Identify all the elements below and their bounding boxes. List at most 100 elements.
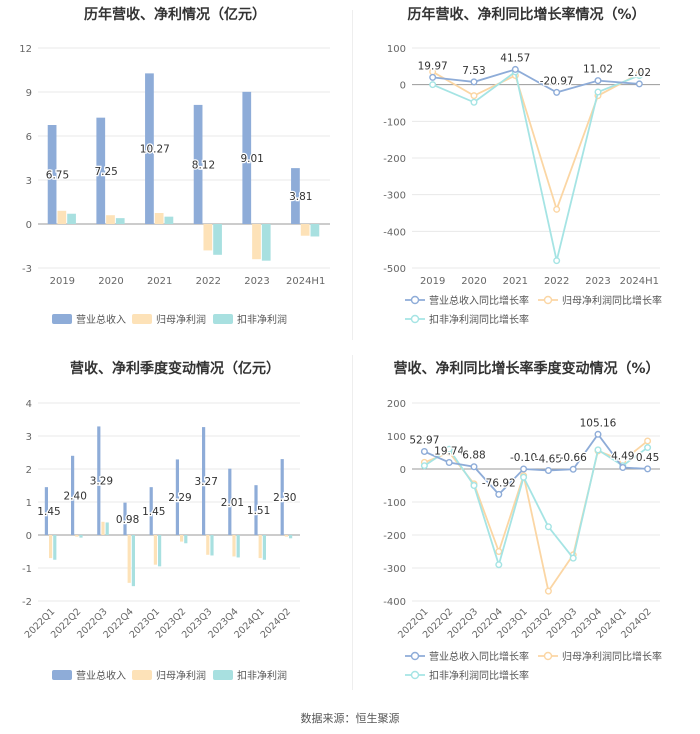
data-label: 1.45: [142, 506, 165, 518]
quarter-bar-chart: -2-1012341.452022Q12.402022Q23.292022Q30…: [22, 399, 300, 682]
bar-营业总收入-2023Q1: [149, 487, 153, 535]
data-label: -76.92: [482, 477, 516, 489]
bar-扣非净利润-2024Q1: [262, 535, 266, 560]
point-营业总收入同比增长率-2021: [511, 65, 519, 73]
y-tick-label: 0: [400, 465, 406, 476]
data-label: -0.66: [560, 452, 587, 464]
point-营业总收入同比增长率-2023Q4: [594, 430, 602, 438]
y-tick-label: 0: [26, 220, 32, 231]
bar-营业总收入-2024Q1: [254, 485, 258, 535]
y-tick-label: -400: [383, 227, 406, 238]
annual-line-title: 历年营收、净利同比增长率情况（%）: [407, 7, 646, 23]
data-label: 9.01: [240, 153, 263, 165]
y-tick-label: 12: [19, 44, 32, 55]
x-tick-label: 2022: [544, 276, 569, 287]
point-扣非净利润同比增长率-2022Q1: [420, 462, 428, 470]
legend-label: 归母净利润同比增长率: [562, 650, 662, 663]
bar-营业总收入-2023Q4: [228, 468, 232, 535]
x-tick-label: 2021: [147, 276, 172, 287]
y-tick-label: 3: [26, 432, 32, 443]
x-tick-label: 2024H1: [620, 276, 659, 287]
y-tick-label: -1: [22, 564, 32, 575]
data-label: 2.40: [64, 490, 87, 502]
point-扣非净利润同比增长率-2022Q3: [470, 481, 478, 489]
line-营业总收入同比增长率: [432, 68, 640, 94]
bar-营业总收入-2022: [193, 104, 203, 224]
data-label: 3.29: [90, 476, 113, 488]
annual-line-panel: 历年营收、净利同比增长率情况（%） -500 -400 -300 -200 -100 0 1…: [353, 0, 700, 345]
point-扣非净利润同比增长率-2022Q2: [445, 445, 453, 453]
bar-归母净利润-2023Q4: [232, 535, 236, 557]
data-label: 7.25: [94, 166, 117, 178]
y-tick-label: -100: [383, 117, 406, 128]
point-扣非净利润同比增长率-2024H1: [635, 71, 643, 79]
point-营业总收入同比增长率-2024H1: [635, 80, 643, 88]
bar-扣非净利润-2024Q2: [288, 535, 293, 539]
point-营业总收入同比增长率-2023Q2: [544, 467, 552, 475]
quarter-bar-title: 营收、净利季度变动情况（亿元）: [70, 361, 280, 377]
point-扣非净利润同比增长率-2023Q1: [520, 473, 528, 481]
bar-营业总收入-2022Q2: [71, 455, 75, 535]
line-归母净利润同比增长率: [432, 71, 640, 213]
bar-归母净利润-2022Q3: [101, 521, 105, 535]
data-label: 6.88: [462, 450, 485, 462]
legend-swatch: [52, 314, 72, 324]
y-tick-label: -100: [383, 498, 406, 509]
y-tick-label: -500: [383, 264, 406, 275]
legend-swatch-dot: [410, 314, 420, 324]
x-tick-label: 2023: [585, 276, 610, 287]
x-tick-label: 2020: [98, 276, 123, 287]
bar-扣非净利润-2022Q3: [105, 522, 109, 535]
legend-label: 营业总收入: [76, 313, 126, 326]
bar-归母净利润-2023Q3: [206, 535, 210, 555]
line-扣非净利润同比增长率: [432, 70, 640, 261]
legend-label: 营业总收入同比增长率: [429, 650, 529, 663]
point-营业总收入同比增长率-2023: [594, 77, 602, 85]
point-扣非净利润同比增长率-2023Q3: [569, 554, 577, 562]
point-扣非净利润同比增长率-2023Q4: [594, 446, 602, 454]
bar-归母净利润-2022Q2: [75, 535, 79, 537]
point-扣非净利润同比增长率-2022: [553, 257, 561, 265]
y-tick-label: 3: [26, 176, 32, 187]
y-tick-label: 100: [387, 44, 406, 55]
legend-label: 营业总收入: [76, 669, 126, 682]
bar-扣非净利润-2023Q4: [236, 535, 240, 558]
point-归母净利润同比增长率-2022Q4: [495, 547, 503, 555]
legend-swatch-dot: [543, 651, 553, 661]
data-label: 6.75: [46, 170, 69, 182]
x-tick-label: 2019: [50, 276, 75, 287]
divider-top: [352, 10, 353, 340]
point-营业总收入同比增长率-2022Q1: [420, 448, 428, 456]
bar-扣非净利润-2019: [67, 213, 76, 224]
bar-营业总收入-2021: [145, 73, 154, 224]
legend-label: 扣非净利润同比增长率: [429, 669, 529, 682]
point-营业总收入同比增长率-2022: [553, 88, 561, 96]
bar-归母净利润-2022Q4: [127, 535, 131, 583]
x-tick-label: 2020: [461, 276, 486, 287]
data-label: 41.57: [500, 52, 530, 64]
data-label: 3.27: [195, 476, 218, 488]
bar-归母净利润-2024H1: [300, 224, 310, 236]
data-label: 0.45: [636, 452, 659, 464]
bar-归母净利润-2023Q2: [180, 535, 184, 542]
point-扣非净利润同比增长率-2023Q2: [544, 523, 552, 531]
bar-营业总收入-2023: [242, 91, 252, 224]
bar-营业总收入-2023Q2: [175, 459, 180, 535]
data-label: 7.53: [462, 65, 485, 77]
bar-归母净利润-2023: [252, 224, 261, 260]
bar-归母净利润-2022: [203, 224, 213, 251]
line-扣非净利润同比增长率: [423, 446, 649, 568]
bar-营业总收入-2022Q1: [44, 487, 49, 535]
bar-扣非净利润-2022Q2: [79, 535, 83, 538]
y-tick-label: -200: [383, 154, 406, 165]
data-label: 2.02: [628, 67, 651, 79]
data-label: 2.29: [168, 492, 191, 504]
y-tick-label: 4: [26, 399, 32, 410]
data-label: -20.97: [540, 75, 574, 87]
bar-归母净利润-2021: [154, 213, 164, 224]
point-营业总收入同比增长率-2023Q3: [569, 465, 577, 473]
data-label: -0.10: [510, 452, 537, 464]
y-tick-label: 2: [26, 465, 32, 476]
y-tick-label: -3: [22, 264, 32, 275]
